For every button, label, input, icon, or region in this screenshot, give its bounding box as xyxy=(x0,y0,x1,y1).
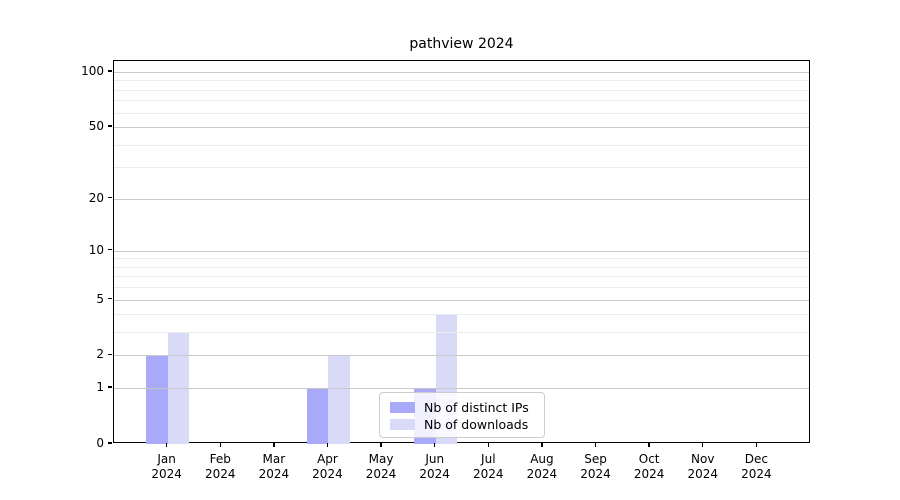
x-tick-label: Jun 2024 xyxy=(405,452,465,482)
x-tick-label: Nov 2024 xyxy=(673,452,733,482)
x-tick-label-year: 2024 xyxy=(312,467,343,481)
y-tick-label: 5 xyxy=(96,291,104,306)
bar-downloads-apr xyxy=(328,355,351,444)
gridline-minor xyxy=(114,89,809,91)
legend-swatch-downloads xyxy=(390,418,415,430)
gridline-major xyxy=(114,299,809,301)
x-axis-tick xyxy=(273,443,275,447)
x-tick-label: May 2024 xyxy=(351,452,411,482)
y-axis-tick xyxy=(107,70,112,72)
x-tick-label: Mar 2024 xyxy=(244,452,304,482)
gridline-minor xyxy=(114,332,809,334)
y-axis-tick xyxy=(107,125,112,127)
x-tick-label-year: 2024 xyxy=(365,467,397,481)
legend-item-downloads: Nb of downloads xyxy=(390,416,535,432)
x-axis-tick xyxy=(433,443,436,447)
x-axis-tick xyxy=(326,443,329,447)
bar-distinct-ips-jan xyxy=(146,355,168,444)
x-tick-label: Sep 2024 xyxy=(566,452,626,482)
x-axis-tick xyxy=(219,443,221,447)
x-axis-tick xyxy=(487,443,489,447)
y-tick-label: 2 xyxy=(96,347,104,362)
y-axis-tick xyxy=(107,386,112,388)
x-axis-tick xyxy=(165,443,168,447)
gridline-major xyxy=(114,250,809,252)
legend-item-distinct-ips: Nb of distinct IPs xyxy=(390,399,535,415)
y-tick-label: 10 xyxy=(88,242,104,257)
legend-label-downloads: Nb of downloads xyxy=(424,416,529,432)
x-tick-label-year: 2024 xyxy=(204,467,236,481)
gridline-major xyxy=(114,72,809,73)
y-tick-label: 1 xyxy=(96,380,104,395)
gridline-minor xyxy=(114,112,809,114)
x-tick-label-year: 2024 xyxy=(580,467,611,481)
gridline-major xyxy=(114,198,809,200)
x-axis-tick xyxy=(648,443,650,447)
x-axis-tick xyxy=(380,443,382,447)
x-tick-label: Feb 2024 xyxy=(190,452,250,482)
legend: Nb of distinct IPs Nb of downloads xyxy=(379,392,545,438)
x-tick-label: Jul 2024 xyxy=(458,452,518,482)
gridline-minor xyxy=(114,80,809,82)
x-axis-tick xyxy=(755,443,758,447)
x-tick-label: Aug 2024 xyxy=(512,452,572,482)
y-axis-tick xyxy=(107,249,112,251)
x-tick-label-year: 2024 xyxy=(473,467,504,481)
gridline-minor xyxy=(114,314,809,316)
x-tick-label: Dec 2024 xyxy=(726,452,786,482)
x-tick-label-year: 2024 xyxy=(633,467,665,481)
y-tick-label: 100 xyxy=(81,64,104,78)
x-tick-label-year: 2024 xyxy=(419,467,450,481)
gridline-major xyxy=(114,355,809,357)
bar-distinct-ips-apr xyxy=(306,388,329,444)
gridline-minor xyxy=(114,100,809,102)
y-tick-label: 50 xyxy=(88,119,104,134)
x-tick-label-year: 2024 xyxy=(526,467,558,481)
gridline-major xyxy=(114,388,809,390)
y-axis-tick xyxy=(107,196,112,199)
x-axis-tick xyxy=(541,443,543,447)
gridline-minor xyxy=(114,144,809,146)
x-axis-tick xyxy=(594,443,597,447)
x-tick-label: Jan 2024 xyxy=(137,452,197,482)
y-axis-tick xyxy=(107,442,112,444)
gridline-minor xyxy=(114,266,809,268)
gridline-minor xyxy=(114,258,809,260)
x-tick-label-year: 2024 xyxy=(151,467,182,481)
plot-frame xyxy=(113,60,810,444)
legend-swatch-distinct-ips xyxy=(390,401,415,413)
bar-downloads-jan xyxy=(167,332,190,444)
x-tick-label-year: 2024 xyxy=(687,467,719,481)
y-axis-tick xyxy=(107,297,112,300)
y-axis-tick xyxy=(107,353,112,356)
x-tick-label: Apr 2024 xyxy=(297,452,357,482)
y-tick-label: 20 xyxy=(88,190,104,205)
chart-title: pathview 2024 xyxy=(409,36,514,52)
x-tick-label: Oct 2024 xyxy=(619,452,679,482)
x-axis-tick xyxy=(702,443,704,447)
gridline-minor xyxy=(114,287,809,289)
gridline-major xyxy=(114,127,809,129)
y-tick-label: 0 xyxy=(96,436,104,450)
legend-label-distinct-ips: Nb of distinct IPs xyxy=(424,399,529,415)
x-tick-label-year: 2024 xyxy=(741,467,772,481)
gridline-minor xyxy=(114,276,809,278)
gridline-minor xyxy=(114,167,809,169)
x-tick-label-year: 2024 xyxy=(258,467,290,481)
